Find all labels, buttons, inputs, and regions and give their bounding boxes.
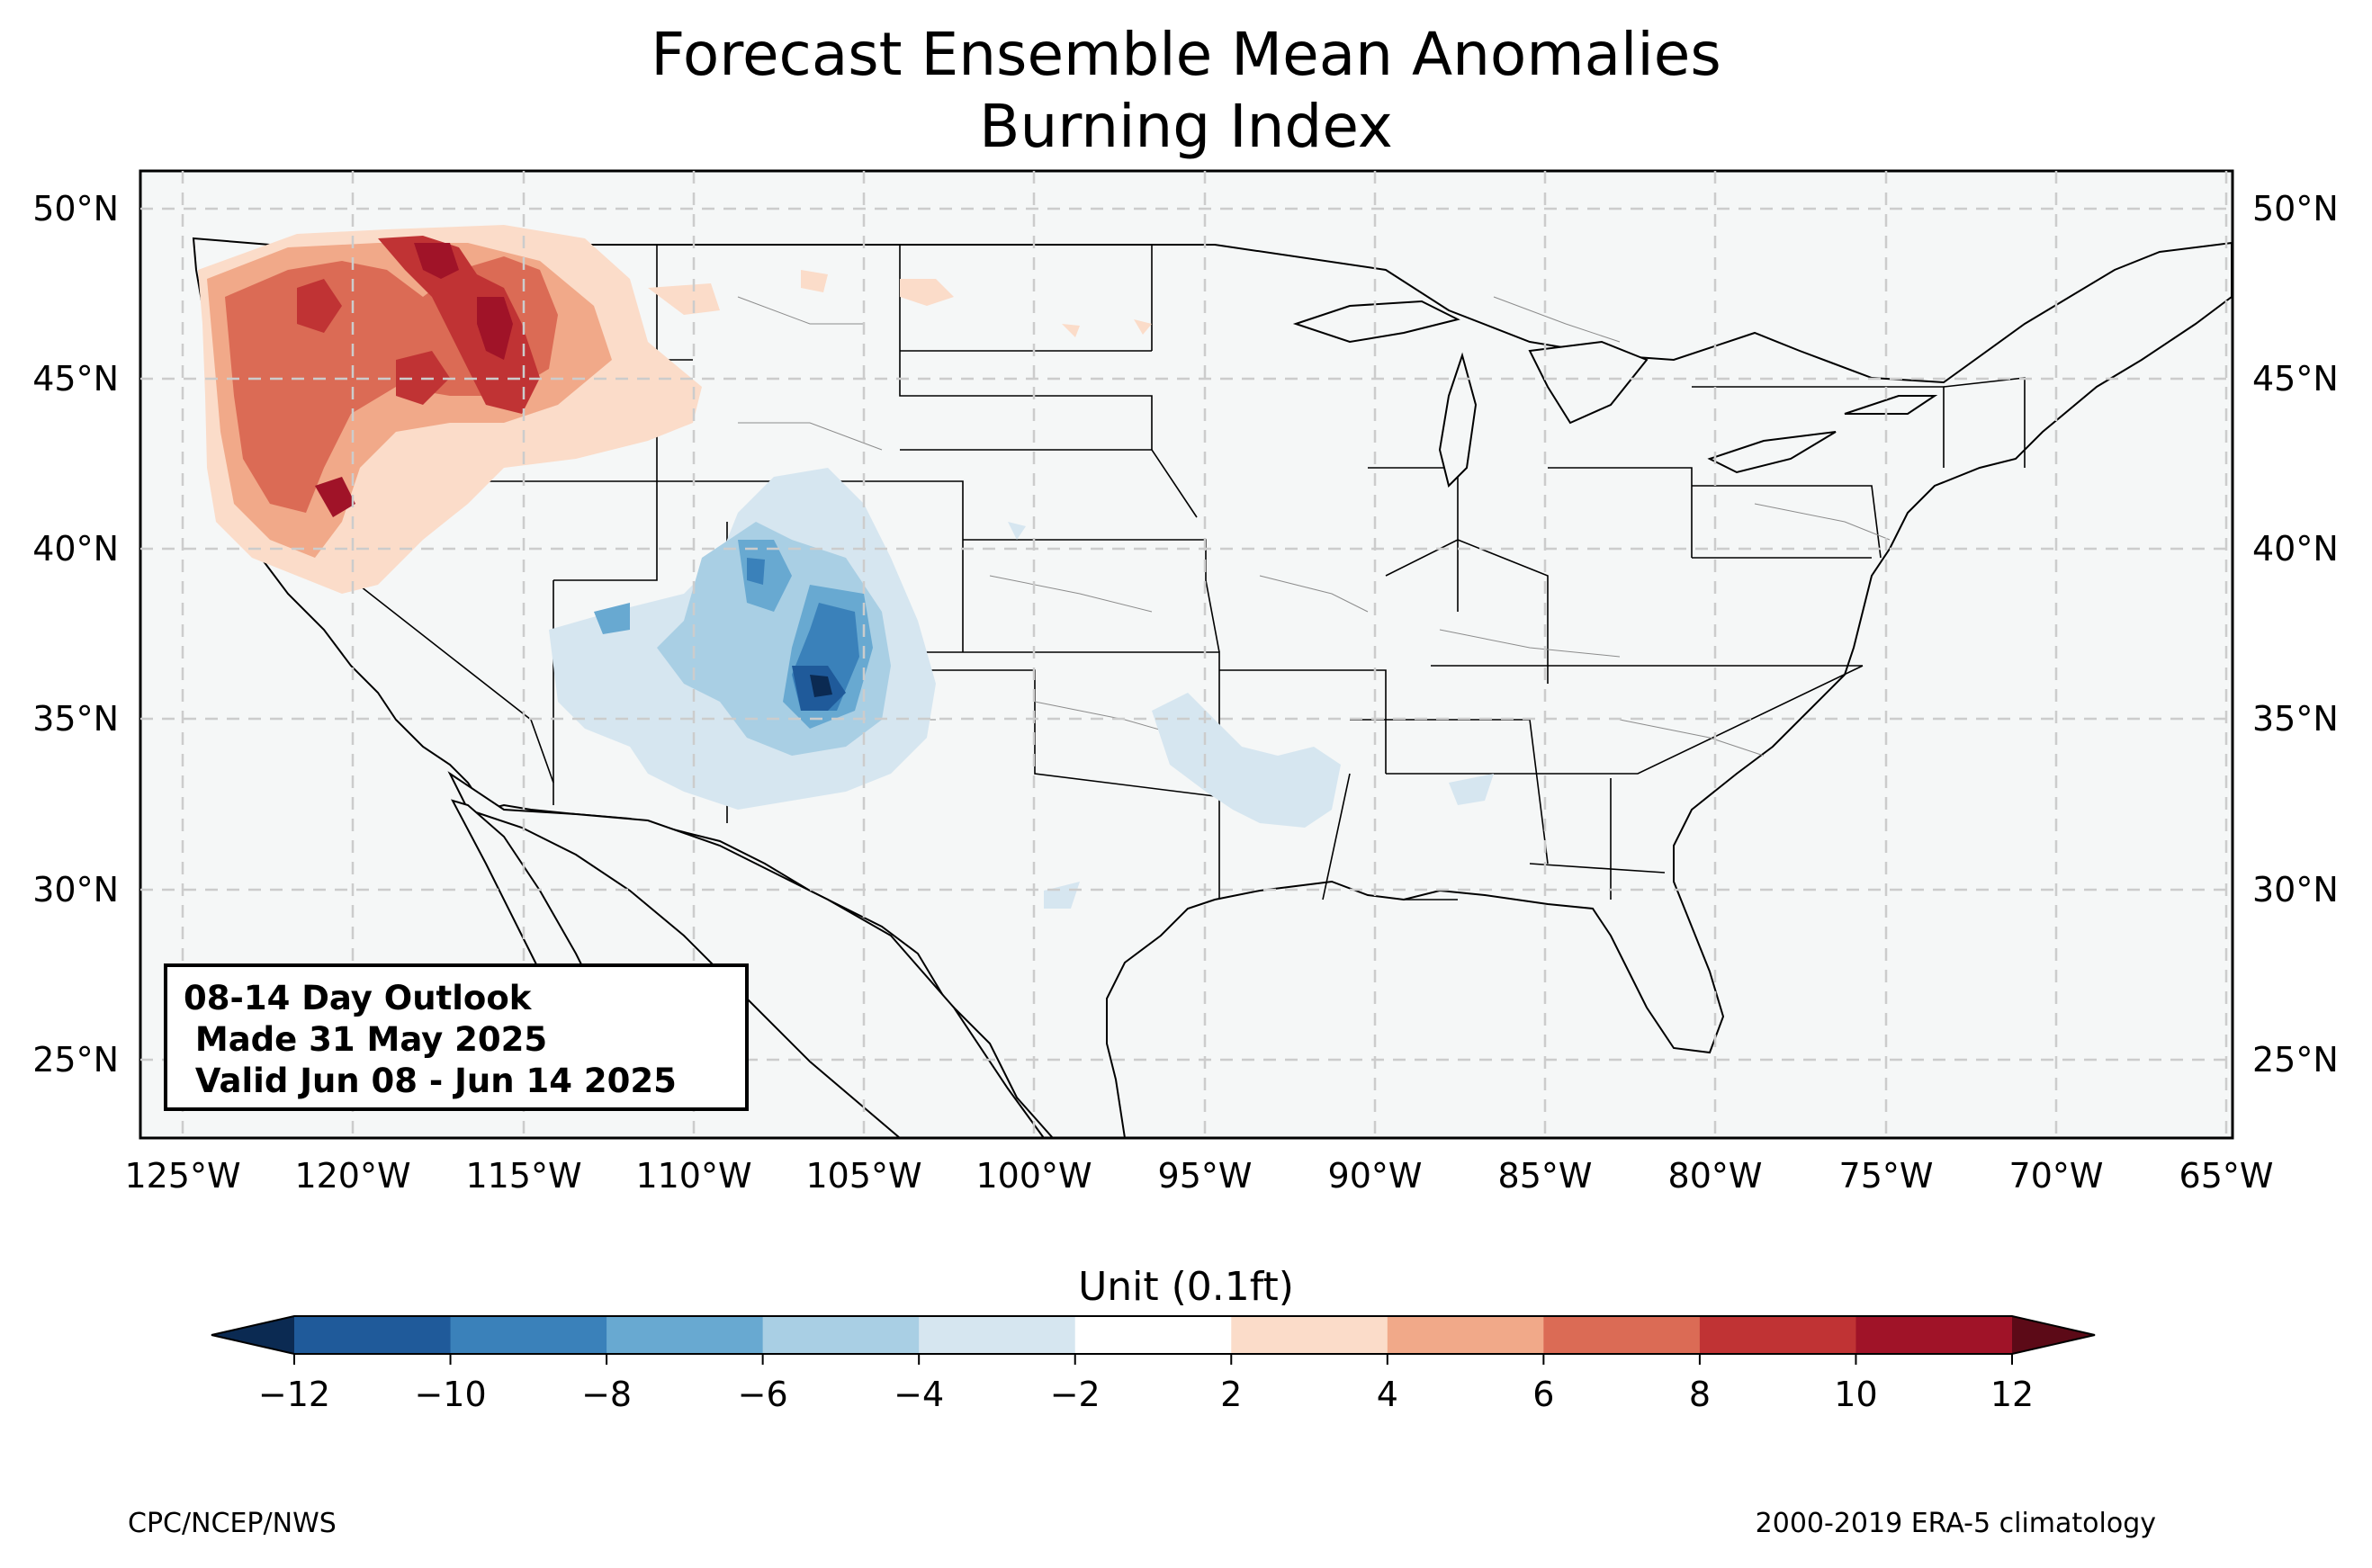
- colorbar-segment: [762, 1316, 920, 1354]
- outlook-valid-range: Valid Jun 08 - Jun 14 2025: [184, 1062, 677, 1100]
- colorbar-tick-label: −2: [1050, 1375, 1101, 1414]
- colorbar-segment: [450, 1316, 607, 1354]
- colorbar-segment: [1543, 1316, 1701, 1354]
- colorbar-segment: [1855, 1316, 2013, 1354]
- lat-label-35-right: 35°N: [2252, 699, 2339, 739]
- lon-label-90: 90°W: [1328, 1156, 1423, 1196]
- lon-label-80: 80°W: [1668, 1156, 1763, 1196]
- negative-anomaly-southwest: [549, 468, 936, 810]
- colorbar-tick-label: 10: [1834, 1375, 1877, 1414]
- map-subtitle: Burning Index: [979, 92, 1393, 161]
- colorbar-segment: [606, 1316, 764, 1354]
- lon-label-120: 120°W: [294, 1156, 410, 1196]
- lon-label-70: 70°W: [2009, 1156, 2104, 1196]
- colorbar-segment: [1231, 1316, 1388, 1354]
- colorbar-title: Unit (0.1ft): [1078, 1264, 1294, 1310]
- footer-climatology: 2000-2019 ERA-5 climatology: [1755, 1508, 2156, 1539]
- positive-anomaly-scattered: [648, 270, 1152, 337]
- map-frame: [139, 169, 2234, 1140]
- colorbar-over-extension: [2012, 1316, 2095, 1354]
- colorbar-tick-label: −10: [414, 1375, 486, 1414]
- lon-label-115: 115°W: [465, 1156, 581, 1196]
- lon-label-100: 100°W: [975, 1156, 1092, 1196]
- colorbar-under-extension: [211, 1316, 294, 1354]
- lon-label-65: 65°W: [2179, 1156, 2274, 1196]
- negative-anomaly-southcentral: [1008, 522, 1494, 909]
- colorbar-segment: [294, 1316, 452, 1354]
- colorbar-tick-label: 2: [1220, 1375, 1242, 1414]
- colorbar-tick-label: 8: [1689, 1375, 1711, 1414]
- map-title: Forecast Ensemble Mean Anomalies: [651, 20, 1721, 89]
- colorbar-segment: [1699, 1316, 1856, 1354]
- outlook-period: 08-14 Day Outlook: [184, 979, 532, 1017]
- lat-label-25: 25°N: [32, 1040, 119, 1080]
- lat-label-50-right: 50°N: [2252, 189, 2339, 228]
- latitude-labels-right: 50°N 45°N 40°N 35°N 30°N 25°N: [2252, 189, 2339, 1080]
- colorbar-tick-label: −6: [738, 1375, 788, 1414]
- lat-label-25-right: 25°N: [2252, 1040, 2339, 1080]
- lon-label-110: 110°W: [635, 1156, 751, 1196]
- colorbar-tick-label: 4: [1377, 1375, 1398, 1414]
- lon-label-75: 75°W: [1839, 1156, 1934, 1196]
- lon-label-85: 85°W: [1498, 1156, 1593, 1196]
- lat-label-45: 45°N: [32, 359, 119, 399]
- colorbar-tick-label: 12: [1990, 1375, 2034, 1414]
- lon-label-125: 125°W: [124, 1156, 240, 1196]
- lat-label-40-right: 40°N: [2252, 529, 2339, 569]
- latitude-labels-left: 50°N 45°N 40°N 35°N 30°N 25°N: [32, 189, 119, 1080]
- colorbar-segment: [919, 1316, 1076, 1354]
- colorbar: −12 −10 −8 −6 −4 −2 2 4 6 8 10 12: [211, 1315, 2096, 1414]
- colorbar-segment: [1074, 1316, 1232, 1354]
- footer-source: CPC/NCEP/NWS: [128, 1508, 337, 1539]
- colorbar-tick-label: −12: [258, 1375, 330, 1414]
- colorbar-tick-label: −4: [894, 1375, 944, 1414]
- colorbar-segment: [1387, 1316, 1544, 1354]
- great-lakes: [1292, 300, 1938, 488]
- lat-label-45-right: 45°N: [2252, 359, 2339, 399]
- longitude-labels: 125°W 120°W 115°W 110°W 105°W 100°W 95°W…: [124, 1156, 2273, 1196]
- lon-label-105: 105°W: [805, 1156, 921, 1196]
- positive-anomaly-northwest: [198, 225, 702, 594]
- outlook-made-date: Made 31 May 2025: [184, 1020, 548, 1059]
- colorbar-tick-label: −8: [581, 1375, 632, 1414]
- lat-label-50: 50°N: [32, 189, 119, 228]
- lat-label-30: 30°N: [32, 870, 119, 909]
- lat-label-30-right: 30°N: [2252, 870, 2339, 909]
- lon-label-95: 95°W: [1158, 1156, 1253, 1196]
- lat-label-35: 35°N: [32, 699, 119, 739]
- colorbar-tick-label: 6: [1532, 1375, 1554, 1414]
- outlook-info-box: 08-14 Day Outlook Made 31 May 2025 Valid…: [164, 963, 749, 1111]
- lat-label-40: 40°N: [32, 529, 119, 569]
